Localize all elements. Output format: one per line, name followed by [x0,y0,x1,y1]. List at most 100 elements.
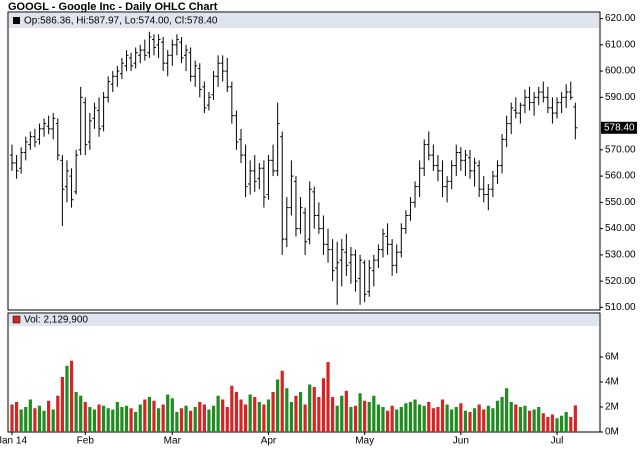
price-panel [7,11,601,311]
volume-bar [340,395,344,432]
volume-bar [166,394,170,432]
volume-bar [550,414,555,432]
volume-bar [367,402,371,432]
volume-bar [47,400,51,432]
volume-bar [569,417,573,432]
y-tick-label: 520.00 [605,276,636,287]
volume-bar [321,378,326,432]
x-tick-label: Mar [164,436,182,447]
volume-bar [317,397,321,432]
volume-bar [436,407,440,432]
volume-bar [248,394,252,432]
volume-bar [271,392,275,432]
volume-bar [308,384,312,432]
volume-bar [505,388,509,432]
volume-bar [170,398,174,432]
volume-bar [33,408,37,432]
volume-bar [51,409,55,432]
volume-bar [303,404,307,432]
y-tick-label: 4M [605,377,619,388]
volume-bar [14,402,19,432]
y-tick-label: 6M [605,352,619,363]
x-tick-label: Jul [551,436,564,447]
volume-bar [189,410,193,432]
x-tick-label: Jun [453,436,469,447]
price-legend-strip [9,13,599,28]
volume-bar [202,404,206,432]
volume-bar [482,409,486,432]
volume-bar [532,409,536,432]
volume-bar [358,393,362,432]
volume-bar [541,413,545,432]
volume-bar [56,395,60,432]
volume-bar [404,403,408,432]
volume-bar [24,407,28,432]
volume-bar [564,412,568,432]
volume-bar [156,408,161,432]
volume-bar [445,404,449,432]
volume-bar [138,404,142,432]
volume-bar [129,408,133,432]
volume-bar [431,408,435,432]
volume-bar [395,409,399,432]
volume-bar [175,412,179,432]
y-tick-label: 0M [605,427,619,438]
volume-bar [111,409,115,432]
volume-bar [463,410,468,432]
volume-bar [106,408,110,432]
price-legend-swatch [13,17,20,24]
volume-bar [376,404,380,432]
volume-bar [372,395,376,432]
volume-bar [216,395,220,432]
volume-bar [454,407,458,432]
volume-bar [495,400,500,432]
volume-bar [83,402,87,432]
volume-bar [353,405,358,432]
volume-bar [257,402,261,432]
volume-bar [289,402,293,432]
y-tick-label: 600.00 [605,66,636,77]
volume-bar [37,405,42,432]
y-tick-label: 2M [605,402,619,413]
volume-bar [509,402,513,432]
volume-bar [523,405,527,432]
volume-bar [147,397,151,432]
volume-bar [573,405,577,432]
volume-bar [555,418,559,432]
volume-bar [266,399,271,432]
volume-bar [74,392,78,432]
x-tick-label: Jan 14 [0,436,27,447]
volume-bar [19,409,23,432]
volume-bar [184,405,188,432]
y-tick-label: 570.00 [605,144,636,155]
last-price-box [601,121,637,134]
volume-bar [472,408,477,432]
volume-bar [280,370,284,432]
chart-title: GOOGL - Google Inc - Daily OHLC Chart [8,1,218,13]
volume-bar [143,399,147,432]
volume-bar [344,390,348,432]
volume-bar [97,404,101,432]
x-tick-label: Feb [77,436,95,447]
volume-bar [28,399,32,432]
y-tick-label: 540.00 [605,223,636,234]
volume-bar [486,405,490,432]
volume-bar [440,399,445,432]
volume-bar [276,379,280,432]
volume-bar [418,404,422,432]
volume-bar [42,410,46,432]
y-tick-label: 560.00 [605,171,636,182]
volume-bar [179,408,184,432]
volume-bar [234,392,239,432]
volume-bar [198,402,202,432]
volume-bar [239,399,243,432]
volume-bar [211,405,216,432]
volume-bar [221,399,225,432]
y-tick-label: 610.00 [605,39,636,50]
volume-bar [326,362,330,432]
volume-bar [102,405,106,432]
y-tick-label: 620.00 [605,13,636,24]
volume-bar [399,407,403,432]
volume-bar [262,404,266,432]
